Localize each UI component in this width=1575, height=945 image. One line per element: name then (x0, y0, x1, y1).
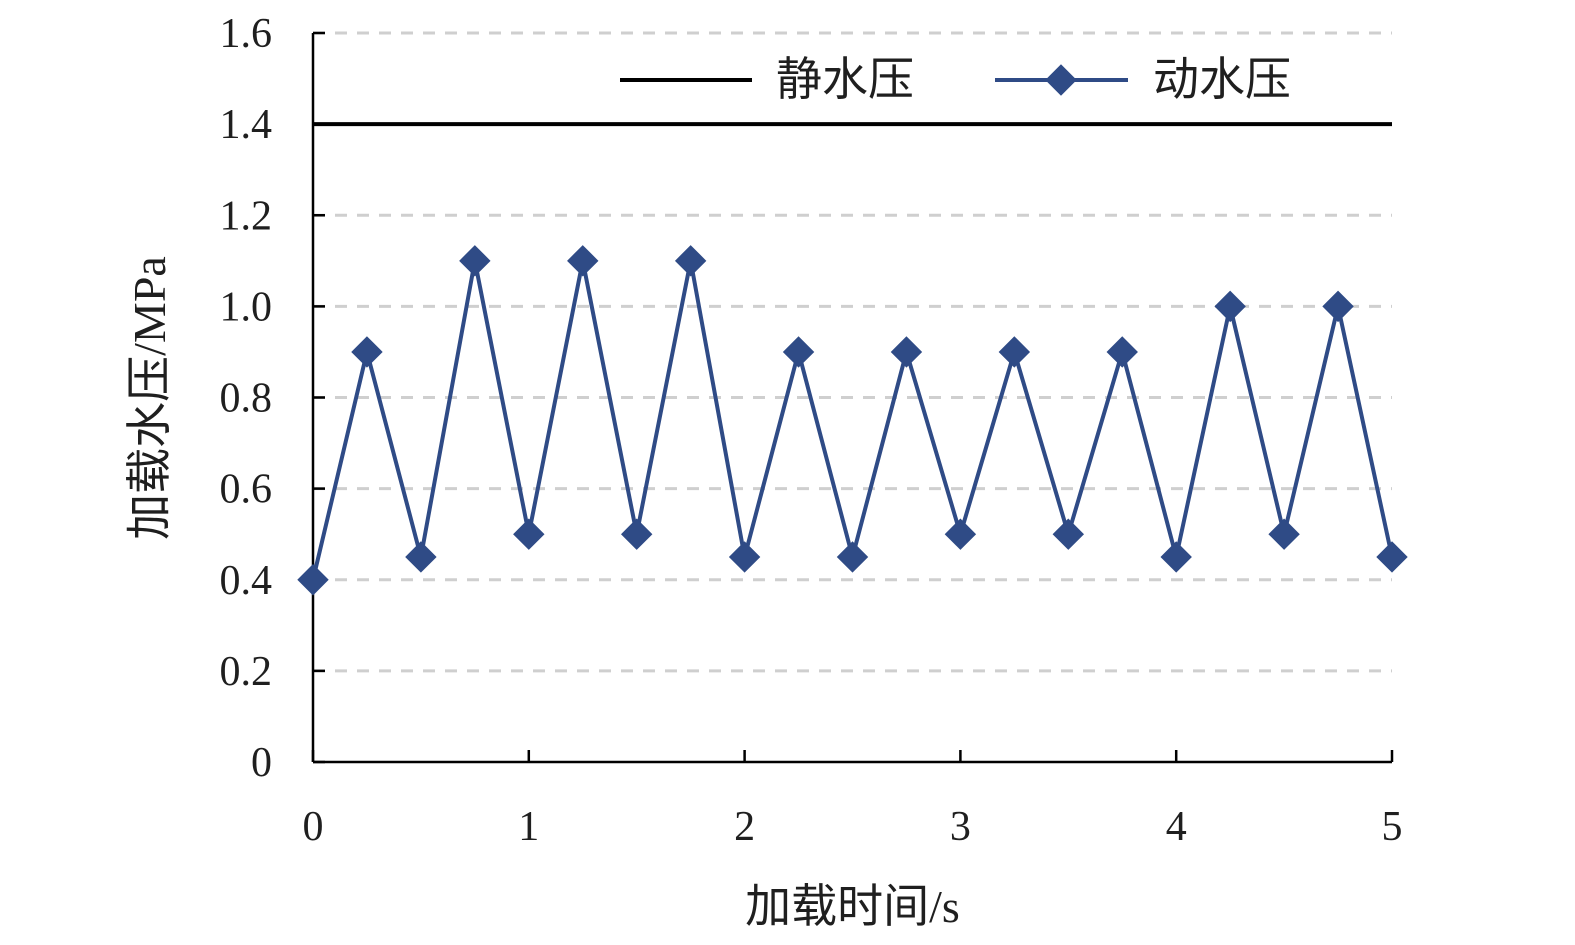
x-tick-label-5: 5 (1382, 804, 1403, 850)
legend-marker-dynamic-pressure (1045, 64, 1077, 96)
x-tick-label-3: 3 (950, 804, 971, 850)
data-point-dynamic-13 (998, 336, 1031, 368)
data-point-dynamic-6 (620, 518, 653, 550)
y-tick-label-7: 1.4 (220, 102, 273, 148)
data-point-dynamic-19 (1322, 290, 1354, 323)
data-point-dynamic-9 (782, 336, 815, 368)
x-axis-title: 加载时间/s (745, 881, 960, 932)
legend-label-static-pressure: 静水压 (776, 54, 914, 105)
data-point-dynamic-20 (1376, 541, 1408, 573)
y-tick-label-4: 0.8 (220, 376, 273, 422)
data-point-dynamic-2 (405, 541, 437, 573)
data-point-dynamic-3 (459, 245, 491, 277)
x-tick-label-4: 4 (1166, 804, 1187, 850)
data-point-dynamic-0 (297, 564, 329, 596)
x-tick-label-0: 0 (303, 804, 324, 850)
x-tick-label-2: 2 (734, 804, 755, 850)
data-point-dynamic-10 (836, 541, 869, 573)
x-tick-label-1: 1 (518, 804, 539, 850)
data-point-dynamic-7 (674, 245, 707, 277)
data-point-dynamic-11 (890, 336, 923, 368)
y-tick-label-3: 0.6 (220, 467, 273, 513)
y-tick-label-6: 1.2 (220, 193, 273, 239)
y-tick-label-5: 1.0 (220, 284, 273, 330)
data-point-dynamic-14 (1052, 518, 1085, 550)
data-point-dynamic-17 (1214, 290, 1246, 323)
y-tick-label-0: 0 (251, 740, 272, 786)
data-point-dynamic-5 (567, 245, 599, 277)
data-point-dynamic-16 (1160, 541, 1192, 573)
data-point-dynamic-1 (351, 336, 383, 368)
data-point-dynamic-8 (728, 541, 761, 573)
y-tick-label-8: 1.6 (220, 11, 273, 57)
data-point-dynamic-12 (944, 518, 977, 550)
data-point-dynamic-15 (1106, 336, 1138, 368)
legend-label-dynamic-pressure: 动水压 (1153, 54, 1291, 105)
data-point-dynamic-18 (1268, 518, 1300, 550)
y-tick-label-1: 0.2 (220, 649, 273, 695)
data-point-dynamic-4 (513, 518, 545, 550)
y-tick-label-2: 0.4 (220, 558, 273, 604)
y-axis-title: 加载水压/MPa (124, 256, 175, 540)
